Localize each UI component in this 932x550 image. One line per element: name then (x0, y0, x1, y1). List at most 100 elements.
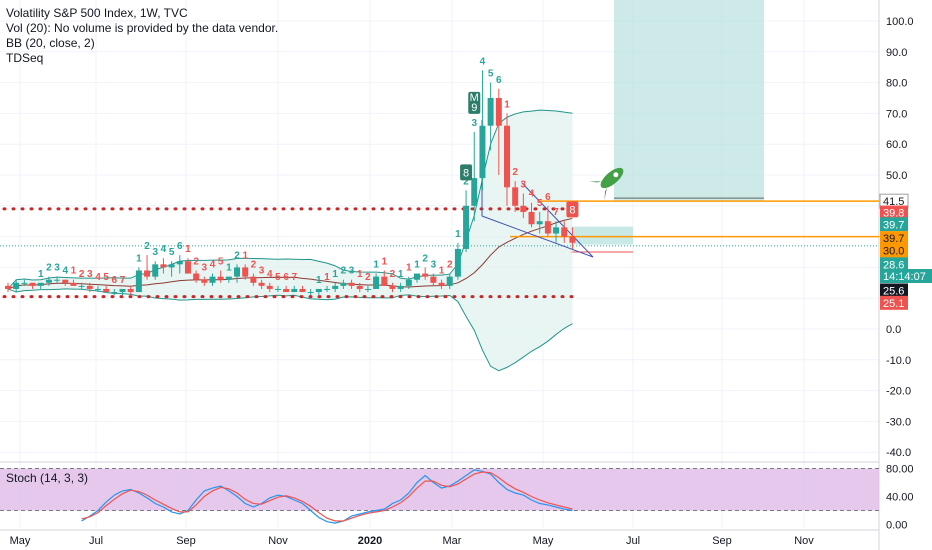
x-tick-label: May (10, 535, 31, 547)
candle-body (520, 205, 527, 212)
candle-body (544, 221, 551, 234)
price-label-text: 25.1 (883, 298, 904, 310)
candle-body (54, 279, 61, 281)
legend-title[interactable]: Volatility S&P 500 Index, 1W, TVC (6, 6, 188, 20)
td-count: 7 (292, 272, 298, 283)
td-count: 1 (316, 275, 322, 286)
bb-upper (7, 109, 573, 290)
td-count: 2 (341, 266, 347, 277)
time-axis[interactable]: May Jul Sep Nov 2020 Mar May Jul Sep Nov (0, 529, 879, 547)
stoch-y-tick-label: 40.00 (886, 492, 914, 504)
price-label: 14:14:07 (880, 269, 932, 284)
td-count: 1 (414, 260, 420, 271)
legend-bb[interactable]: BB (20, close, 2) (6, 36, 95, 50)
badge-text: 8 (463, 167, 469, 179)
price-label: 25.6 (880, 283, 908, 298)
price-label-bg (880, 295, 908, 310)
rocket-fin-bottom (604, 187, 607, 201)
y-tick-label: 0.0 (886, 324, 901, 336)
td-count: 2 (234, 250, 240, 261)
candle-body (299, 288, 306, 293)
candle-body (332, 285, 339, 289)
candle-body (561, 227, 568, 237)
annotations: 8 M9 8 (460, 91, 624, 218)
candle-body (315, 288, 322, 293)
td-count: 5 (169, 247, 175, 258)
rocket-body (600, 167, 624, 189)
stoch-pane (0, 468, 879, 524)
candle-body (234, 267, 241, 277)
candle-body (536, 221, 543, 225)
td-count: 1 (242, 250, 248, 261)
td-count: 1 (373, 260, 379, 271)
td-count: 7 (553, 207, 559, 218)
x-tick-label: Mar (443, 535, 462, 547)
y-tick-label: 70.0 (886, 108, 907, 120)
td-count: 4 (480, 56, 486, 67)
y-tick-label: -40.0 (886, 447, 911, 459)
candle-body (152, 264, 159, 277)
td-count: 2 (365, 272, 371, 283)
td-count: 2 (46, 263, 52, 274)
price-axis[interactable]: 100.090.080.070.060.050.040.030.020.010.… (879, 16, 932, 532)
td-count: 2 (79, 269, 85, 280)
candle-body (37, 282, 44, 286)
legend: Volatility S&P 500 Index, 1W, TVC Vol (2… (6, 6, 278, 66)
badge-bg (468, 91, 481, 114)
td-count: 1 (38, 269, 44, 280)
candle-body (94, 288, 101, 290)
candle-body (176, 261, 183, 265)
td-count: 3 (521, 179, 527, 190)
td-count: 2 (144, 241, 150, 252)
price-label-bg (880, 283, 908, 298)
candle-body (242, 267, 249, 277)
td-count: 2 (512, 167, 518, 178)
bollinger-bands (7, 109, 573, 372)
td-count: 4 (62, 266, 68, 277)
td-count: 3 (431, 260, 437, 271)
candle-body (283, 288, 290, 293)
td-count: 4 (529, 189, 535, 200)
candle-body (397, 285, 404, 289)
td-count: 4 (161, 244, 167, 255)
legend-tdseq[interactable]: TDSeq (6, 51, 44, 65)
y-tick-label: -20.0 (886, 386, 911, 398)
price-label-bg (880, 257, 908, 272)
x-tick-label: Jul (89, 535, 103, 547)
badge-text: 9 (471, 102, 477, 114)
td-count: 1 (185, 244, 191, 255)
candle-body (405, 279, 412, 286)
stoch-legend[interactable]: Stoch (14, 3, 3) (6, 471, 89, 485)
price-label: 41.5 (879, 193, 909, 209)
candle-body (553, 227, 560, 234)
candle-body (119, 288, 126, 293)
stoch-k-line (81, 469, 573, 524)
badge-text: 8 (569, 204, 575, 216)
candle-body (438, 282, 445, 286)
candle-body (266, 285, 273, 289)
bb-lower (7, 288, 573, 372)
candle-body (487, 98, 494, 126)
x-tick-label: Sep (712, 535, 732, 547)
candle-body (430, 276, 437, 283)
zones (570, 0, 764, 253)
candle-body (45, 279, 52, 283)
td-count: 1 (71, 266, 77, 277)
legend-vol[interactable]: Vol (20): No volume is provided by the d… (6, 21, 279, 35)
td-count: 2 (422, 253, 428, 264)
td-count: 1 (324, 272, 330, 283)
candle-body (356, 285, 363, 289)
candle-body (569, 236, 576, 243)
stoch-band (0, 468, 879, 511)
entry-zone (570, 226, 633, 245)
price-label-text: 25.6 (883, 286, 904, 298)
td-count: 3 (202, 263, 208, 274)
y-tick-label: -10.0 (886, 355, 911, 367)
td-count: 3 (54, 263, 60, 274)
td-count: 3 (259, 266, 265, 277)
y-tick-label: -30.0 (886, 416, 911, 428)
price-label-text: 28.6 (883, 259, 904, 271)
td-count: 2 (463, 176, 469, 187)
td-badge: 8 (460, 164, 473, 181)
